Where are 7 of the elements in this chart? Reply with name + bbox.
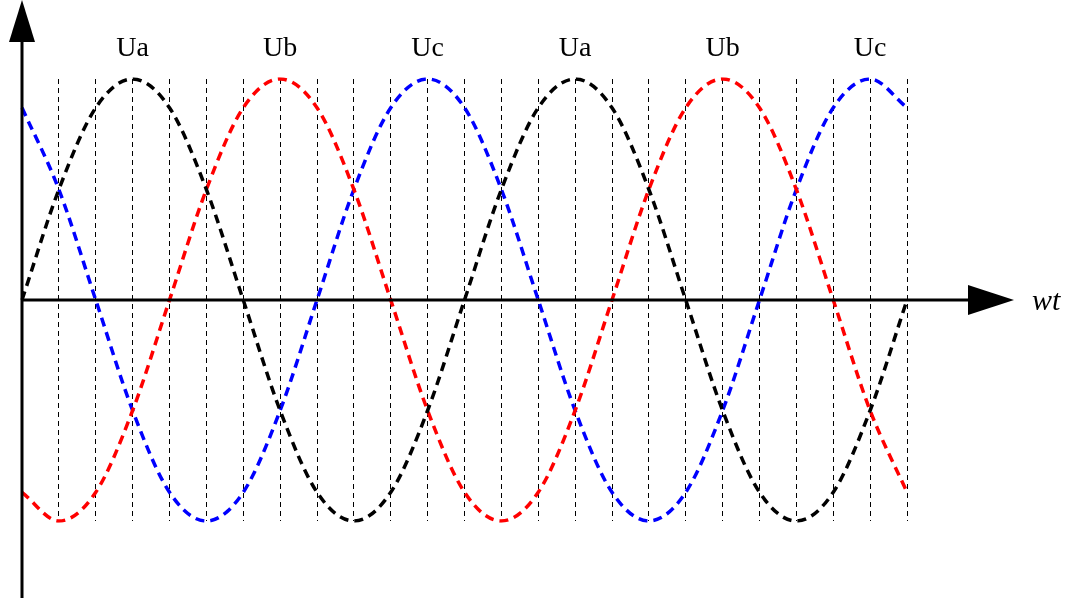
series-label: Ua: [558, 31, 593, 62]
series-label: Ub: [705, 31, 740, 62]
series-label: Uc: [411, 31, 444, 62]
x-axis-title: wt: [1032, 282, 1062, 316]
text: Uc: [853, 31, 887, 62]
text: Ub: [263, 31, 298, 62]
text: Ua: [116, 31, 149, 62]
